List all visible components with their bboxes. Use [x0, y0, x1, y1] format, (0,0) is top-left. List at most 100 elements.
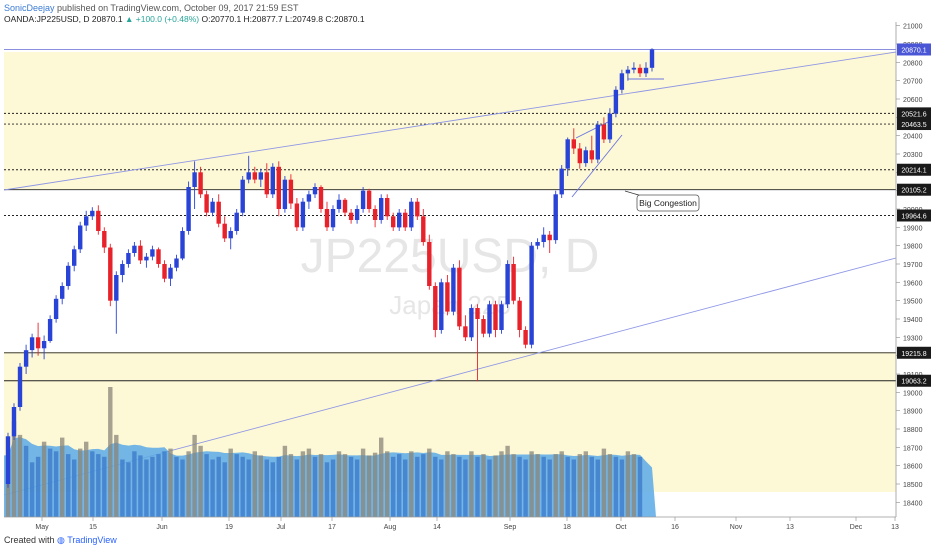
candle-body[interactable] [324, 209, 330, 228]
candle-body[interactable] [481, 319, 486, 334]
big-congestion-callout[interactable]: Big Congestion [624, 190, 700, 212]
candle-body[interactable] [294, 203, 300, 228]
candle-body[interactable] [312, 187, 318, 195]
candle-body[interactable] [336, 199, 342, 209]
candle-body[interactable] [409, 201, 414, 228]
candle-body[interactable] [649, 49, 655, 68]
candle-body[interactable] [469, 308, 474, 338]
candle-body[interactable] [589, 150, 594, 160]
candle-body[interactable] [571, 139, 576, 149]
candle-body[interactable] [433, 286, 438, 330]
candle-body[interactable] [180, 231, 185, 259]
wedge-upper-line[interactable] [575, 119, 613, 139]
candle-body[interactable] [114, 275, 119, 301]
candle-body[interactable] [457, 267, 462, 327]
candle-body[interactable] [5, 436, 11, 484]
candle-body[interactable] [583, 150, 588, 164]
candle-body[interactable] [198, 172, 203, 195]
candle-body[interactable] [144, 256, 149, 261]
candle-body[interactable] [451, 267, 456, 312]
candle-body[interactable] [96, 210, 101, 231]
candle-body[interactable] [60, 286, 65, 299]
candle-body[interactable] [366, 190, 372, 209]
candle-body[interactable] [523, 330, 528, 345]
candle-body[interactable] [607, 113, 613, 140]
candle-body[interactable] [318, 187, 324, 209]
candle-body[interactable] [601, 124, 607, 140]
candle-body[interactable] [427, 242, 432, 286]
candle-body[interactable] [499, 304, 504, 330]
candle-body[interactable] [535, 242, 540, 246]
candle-body[interactable] [17, 366, 23, 407]
candle-body[interactable] [385, 198, 390, 217]
candle-body[interactable] [276, 166, 281, 209]
candle-body[interactable] [505, 264, 510, 305]
candle-body[interactable] [162, 264, 167, 279]
candle-body[interactable] [397, 212, 402, 228]
candle-body[interactable] [559, 168, 564, 195]
candle-body[interactable] [23, 350, 29, 367]
candle-body[interactable] [541, 234, 546, 242]
candle-body[interactable] [547, 234, 552, 241]
candle-body[interactable] [463, 326, 468, 338]
candle-body[interactable] [342, 199, 348, 213]
candle-body[interactable] [108, 247, 113, 301]
candle-body[interactable] [228, 231, 233, 239]
candle-body[interactable] [120, 264, 125, 275]
candle-body[interactable] [360, 190, 366, 209]
time-axis[interactable]: May 15 Jun 19 Jul 17 Aug 14 Sep 18 Oct 16 Nov 13 Dec 13 [35, 517, 899, 531]
candle-body[interactable] [126, 253, 131, 264]
footer-brand[interactable]: TradingView [67, 535, 117, 545]
candle-body[interactable] [35, 337, 41, 349]
candle-body[interactable] [529, 245, 534, 345]
candle-body[interactable] [487, 304, 492, 334]
candle-body[interactable] [29, 337, 35, 351]
wedge-lower-line[interactable] [571, 134, 623, 198]
candle-body[interactable] [138, 245, 143, 261]
candle-body[interactable] [252, 172, 257, 180]
candle-body[interactable] [258, 172, 263, 180]
upper-trendline[interactable] [3, 51, 897, 191]
candle-body[interactable] [637, 67, 643, 74]
candle-body[interactable] [216, 201, 221, 224]
candle-body[interactable] [415, 201, 420, 217]
candle-body[interactable] [186, 187, 191, 231]
candle-body[interactable] [553, 194, 558, 241]
candle-body[interactable] [246, 172, 251, 180]
candle-body[interactable] [72, 249, 77, 266]
candle-body[interactable] [619, 73, 625, 90]
candle-body[interactable] [403, 212, 408, 228]
price-axis[interactable]: 1840018500186001870018800189001900019100… [896, 24, 923, 508]
candle-body[interactable] [41, 341, 47, 349]
candle-body[interactable] [330, 209, 336, 228]
candle-body[interactable] [306, 194, 312, 202]
candle-body[interactable] [234, 212, 239, 231]
candle-body[interactable] [625, 69, 631, 74]
candle-body[interactable] [421, 216, 426, 242]
candle-body[interactable] [493, 304, 498, 330]
candle-body[interactable] [78, 225, 83, 250]
candle-body[interactable] [210, 201, 215, 213]
candle-body[interactable] [132, 245, 137, 253]
candle-body[interactable] [222, 223, 227, 239]
candle-body[interactable] [47, 319, 53, 341]
candle-body[interactable] [643, 67, 649, 74]
author-link[interactable]: SonicDeejay [4, 3, 55, 13]
candle-body[interactable] [174, 258, 179, 268]
candle-body[interactable] [11, 407, 17, 437]
candle-body[interactable] [288, 179, 294, 204]
candle-body[interactable] [577, 148, 582, 164]
candle-body[interactable] [631, 67, 637, 70]
candle-body[interactable] [204, 194, 209, 213]
candle-body[interactable] [511, 264, 516, 301]
candle-body[interactable] [192, 172, 197, 187]
candle-body[interactable] [565, 139, 570, 169]
candle-body[interactable] [372, 209, 378, 220]
candle-body[interactable] [150, 249, 155, 257]
candle-body[interactable] [445, 282, 450, 312]
candle-body[interactable] [475, 308, 480, 319]
candle-body[interactable] [391, 216, 396, 228]
candle-body[interactable] [348, 212, 354, 220]
candle-body[interactable] [379, 198, 384, 220]
candle-body[interactable] [300, 201, 306, 228]
